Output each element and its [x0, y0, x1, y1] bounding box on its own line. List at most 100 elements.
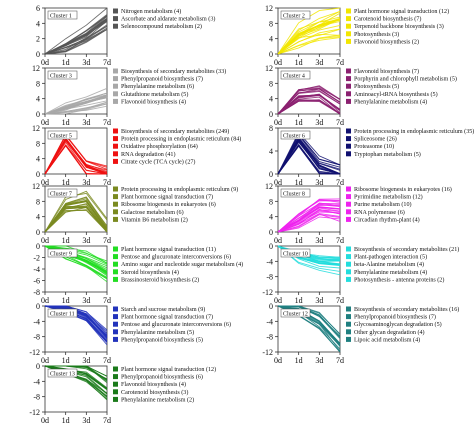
y-tick-label: 0 [269, 242, 273, 251]
cluster-label-box [280, 308, 311, 318]
pathway-entry: Other glycan degradation (4) [354, 329, 425, 336]
y-tick-label: -8 [33, 393, 40, 402]
pathway-entry: Vitamin B6 metabolism (2) [121, 216, 188, 223]
x-tick-label: 3d [315, 178, 323, 187]
series-line [277, 99, 341, 115]
pathway-entry: beta-Alanine metabolism (4) [354, 261, 424, 268]
x-tick-label: 1d [295, 118, 303, 127]
y-tick-label: -8 [33, 333, 40, 342]
pathway-entry: Proteasome (10) [354, 143, 394, 150]
series-line [277, 19, 341, 55]
series-line [277, 86, 341, 115]
y-tick-label: -8 [33, 288, 40, 297]
x-tick-label: 7d [103, 416, 111, 425]
x-tick-label: 7d [103, 118, 111, 127]
y-tick-label: 0 [36, 228, 40, 237]
pathway-entry: Lipoic acid metabolism (4) [354, 336, 420, 343]
cluster-panel: 0 4 8 0d 1d 3d 7d Cluster 6 Protein processing i… [269, 124, 474, 187]
x-tick-label: 0d [274, 58, 282, 67]
pathway-list: Flavonoid biosynthesis (7)Porphyrin and … [346, 68, 457, 105]
pathway-entry: Photosynthesis (3) [354, 31, 399, 38]
legend-swatch [113, 254, 118, 260]
legend-swatch [346, 321, 351, 327]
y-tick-label: -12 [262, 348, 273, 357]
series-line [277, 10, 341, 55]
cluster-label: Cluster 8 [283, 191, 305, 197]
x-tick-label: 0d [41, 236, 49, 245]
y-tick-label: 12 [265, 182, 273, 191]
cluster-label-box [47, 70, 78, 80]
cluster-panel: 0 4 8 12 0d 1d 3d 7d Cluster 7 Protein processing… [32, 182, 238, 245]
x-tick-label: 7d [103, 58, 111, 67]
pathway-list: Plant hormone signal transduction (12)Ca… [346, 8, 449, 45]
pathway-entry: Starch and sucrose metabolism (9) [121, 306, 205, 313]
series-line [277, 90, 341, 115]
x-tick-label: 1d [295, 356, 303, 365]
pathway-entry: Oxidative phosphorylation (64) [121, 143, 198, 150]
legend-swatch [113, 136, 118, 142]
y-tick-label: -4 [266, 317, 273, 326]
legend-swatch [346, 8, 351, 14]
series-line [44, 145, 107, 175]
series-line [44, 7, 108, 55]
y-tick-label: 8 [269, 19, 273, 28]
legend-swatch [113, 68, 118, 74]
x-tick-label: 1d [295, 296, 303, 305]
pathway-entry: Biosynthesis of secondary metabolites (1… [354, 306, 459, 313]
legend-swatch [113, 98, 118, 104]
y-tick-label: 0 [36, 302, 40, 311]
legend-swatch [113, 306, 118, 312]
legend-swatch [346, 336, 351, 342]
pathway-entry: Phenylpropanoid biosynthesis (6) [121, 374, 203, 381]
y-tick-label: 8 [269, 197, 273, 206]
x-tick-label: 7d [336, 236, 344, 245]
cluster-panel: 0 -2 -4 -6 -80d 1d 3d 7d Cluster 9 Plant hormone … [33, 242, 243, 305]
pathway-entry: Flavonoid biosynthesis (4) [121, 98, 186, 105]
legend-swatch [346, 329, 351, 335]
series-line [277, 211, 341, 233]
y-tick-label: 4 [36, 213, 40, 222]
legend-swatch [346, 31, 351, 37]
y-tick-label: 2 [36, 35, 40, 44]
series-lines [277, 198, 341, 233]
legend-swatch [346, 136, 351, 142]
cluster-label: Cluster 11 [50, 311, 75, 317]
cluster-panel: 0 4 8 12 0d 1d 3d 7d Cluster 4 Flavonoid biosynth… [265, 64, 457, 127]
legend-swatch [113, 209, 118, 215]
legend-swatch [113, 374, 118, 380]
series-lines [277, 131, 341, 175]
legend-swatch [113, 269, 118, 275]
legend-swatch [113, 143, 118, 149]
pathway-list: Nitrogen metabolism (4)Ascorbate and ald… [113, 8, 215, 30]
pathway-list: Protein processing in endoplasmic reticu… [346, 128, 474, 158]
x-tick-label: 1d [62, 416, 70, 425]
legend-swatch [346, 261, 351, 267]
legend-swatch [113, 83, 118, 89]
pathway-entry: Spliceosome (26) [354, 136, 397, 143]
y-tick-label: 4 [36, 95, 40, 104]
x-tick-label: 0d [41, 356, 49, 365]
legend-swatch [113, 381, 118, 387]
y-tick-label: 0 [269, 302, 273, 311]
y-tick-label: 0 [36, 110, 40, 119]
pathway-entry: Plant hormone signal transduction (12) [121, 366, 216, 373]
legend-swatch [113, 329, 118, 335]
cluster-label-box [47, 10, 78, 20]
x-tick-label: 7d [103, 178, 111, 187]
y-tick-label: -4 [33, 317, 40, 326]
pathway-entry: Protein processing in endoplasmic reticu… [121, 136, 241, 143]
x-tick-label: 0d [274, 356, 282, 365]
y-tick-label: -4 [266, 257, 273, 266]
legend-swatch [113, 261, 118, 267]
pathway-entry: Phenylalanine metabolism (4) [354, 269, 427, 276]
cluster-label: Cluster 10 [283, 251, 308, 257]
legend-swatch [346, 306, 351, 312]
legend-swatch [346, 143, 351, 149]
mean-line [277, 138, 341, 175]
pathway-entry: Aminoacyl-tRNA biosynthesis (5) [354, 91, 438, 98]
pathway-entry: Photosynthesis (5) [354, 83, 399, 90]
plot-frame [44, 7, 108, 55]
series-line [277, 10, 341, 55]
series-line [45, 365, 108, 381]
